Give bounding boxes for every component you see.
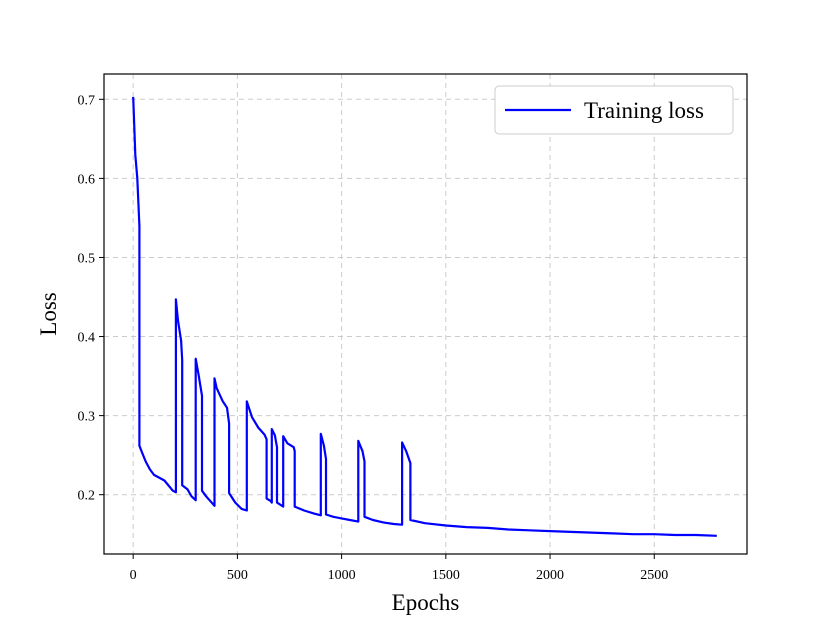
y-axis-label: Loss xyxy=(36,292,61,336)
legend-label: Training loss xyxy=(584,98,704,123)
y-tick-label: 0.2 xyxy=(78,489,96,504)
x-tick-label: 2500 xyxy=(640,568,668,583)
training-loss-line xyxy=(132,96,717,537)
plot-frame xyxy=(103,73,748,555)
axis-ticks: 0 500 1000 1500 2000 2500 0.2 0.3 0.4 0.5 0.6 0.7 xyxy=(78,93,669,583)
x-tick-label: 1000 xyxy=(328,568,356,583)
y-tick-label: 0.6 xyxy=(78,172,96,187)
y-tick-label: 0.5 xyxy=(78,251,96,266)
x-tick-label: 1500 xyxy=(432,568,460,583)
x-tick-label: 2000 xyxy=(536,568,564,583)
plot-lines xyxy=(132,96,717,537)
grid xyxy=(104,74,747,554)
x-tick-label: 500 xyxy=(227,568,248,583)
legend: Training loss xyxy=(494,85,734,135)
x-axis-label: Epochs xyxy=(392,590,460,615)
y-tick-label: 0.4 xyxy=(78,331,96,346)
y-tick-label: 0.3 xyxy=(78,410,96,425)
y-tick-label: 0.7 xyxy=(78,93,96,108)
legend-box xyxy=(494,85,734,135)
x-tick-label: 0 xyxy=(130,568,137,583)
